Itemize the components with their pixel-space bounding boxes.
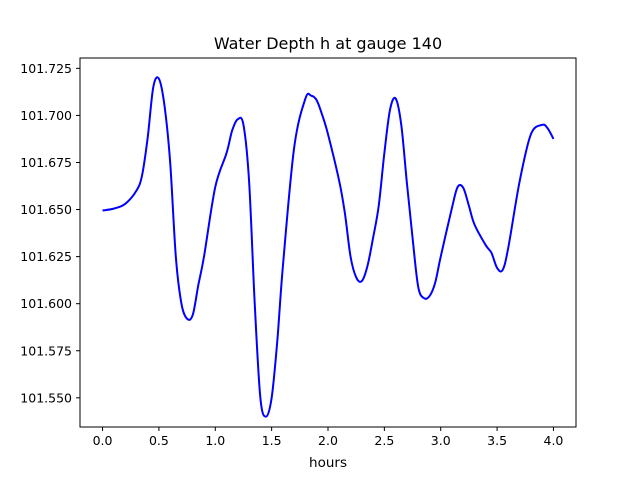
series-line-0 [102,76,555,418]
chart-title: Water Depth h at gauge 140 [214,34,442,53]
y-tick-label: 101.650 [20,202,72,217]
x-tick-label: 0.0 [93,433,113,448]
x-tick-label: 1.0 [205,433,225,448]
axes-frame [79,57,577,428]
y-tick-label: 101.600 [20,296,72,311]
y-tick-label: 101.550 [20,390,72,405]
x-tick-label: 4.0 [544,433,564,448]
y-tick-label: 101.725 [20,61,72,76]
y-tick-label: 101.625 [20,249,72,264]
x-tick-label: 2.0 [318,433,338,448]
x-tick-label: 1.5 [262,433,282,448]
x-tick-label: 2.5 [374,433,394,448]
x-tick-label: 3.0 [431,433,451,448]
x-axis-label: hours [309,455,347,471]
x-tick-label: 3.5 [487,433,507,448]
y-tick-label: 101.675 [20,155,72,170]
plot-area: 0.0 0.5 1.0 1.5 2.0 2.5 3.0 3.5 4.0 101.550 101.57… [20,61,563,448]
y-tick-label: 101.575 [20,343,72,358]
x-tick-label: 0.5 [149,433,169,448]
y-tick-label: 101.700 [20,108,72,123]
